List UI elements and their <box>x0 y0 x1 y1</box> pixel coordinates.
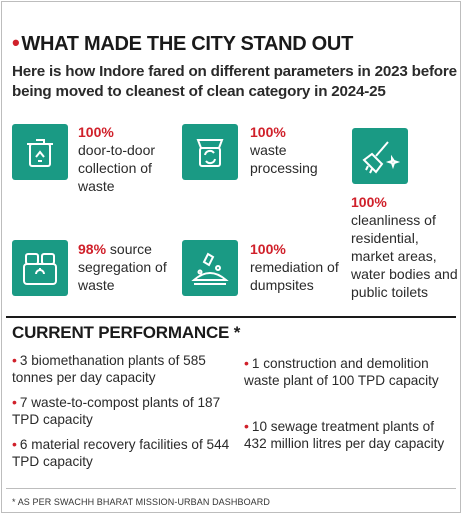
list-item: • 7 waste-to-compost plants of 187 TPD ca… <box>12 394 221 427</box>
page-subtitle: Here is how Indore fared on different pa… <box>12 63 457 100</box>
stat-cleanliness: 100% cleanliness of residential, market a… <box>351 194 458 300</box>
stat-dumpsite-remediation: 100% remediation of dumpsites <box>250 241 339 293</box>
footer-divider <box>6 488 456 489</box>
waste-bin-icon <box>12 124 68 180</box>
segregation-bins-icon <box>12 240 68 296</box>
list-item: • 1 construction and demolition waste pla… <box>244 355 439 388</box>
cleaning-brush-icon <box>352 128 408 184</box>
stat-segregation: 98% source segregation of waste <box>78 241 167 293</box>
list-item: • 3 biomethanation plants of 585 tonnes p… <box>12 352 206 385</box>
list-item: • 10 sewage treatment plants of 432 milli… <box>244 418 445 451</box>
section-divider <box>6 316 456 318</box>
recycle-truck-icon <box>182 124 238 180</box>
list-item: • 6 material recovery facilities of 544 T… <box>12 436 230 469</box>
stat-door-to-door: 100% door-to-door collection of waste <box>78 124 156 194</box>
footnote: * AS PER SWACHH BHARAT MISSION-URBAN DAS… <box>12 497 270 507</box>
page-title: • WHAT MADE THE CITY STAND OUT <box>12 30 353 55</box>
stat-waste-processing: 100% waste processing <box>250 124 318 176</box>
dumpsite-icon <box>182 240 238 296</box>
current-performance-title: CURRENT PERFORMANCE * <box>12 323 241 342</box>
